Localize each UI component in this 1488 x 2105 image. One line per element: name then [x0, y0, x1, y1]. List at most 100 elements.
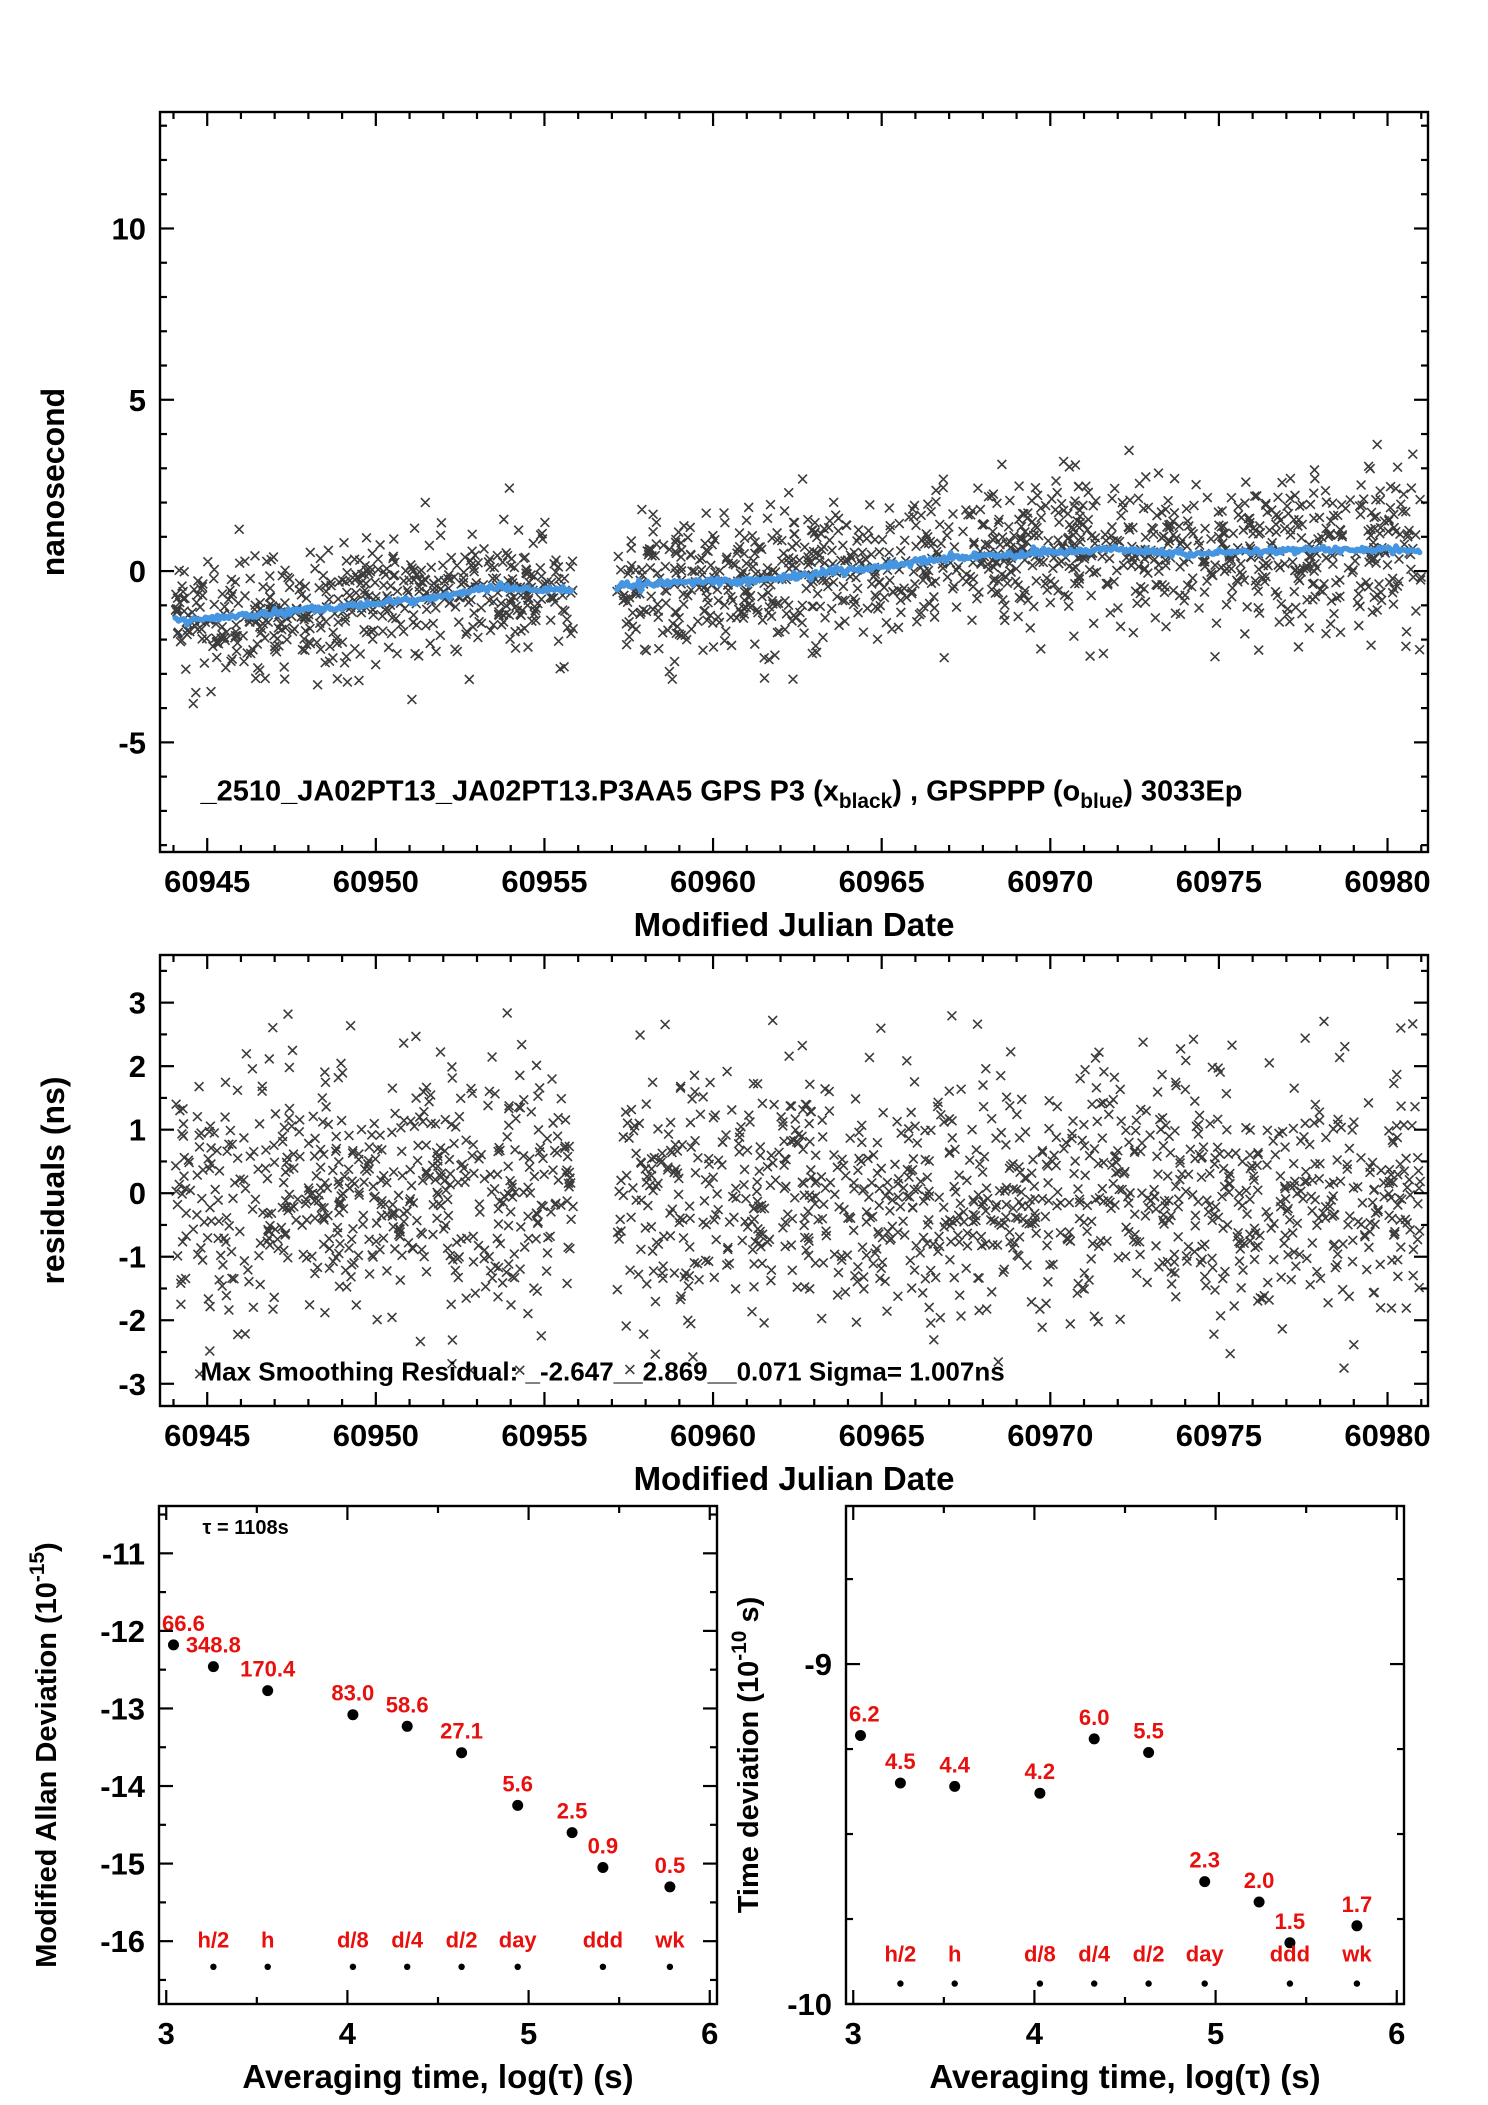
- tau-marker-dot: [1145, 1980, 1152, 1987]
- axes-frame-A: [158, 110, 1430, 854]
- tau-marker-dot: [1201, 1980, 1208, 1987]
- y-tick-label: -9: [804, 1647, 832, 1682]
- point-value-label: 5.6: [502, 1771, 533, 1796]
- x-axis-title-C: Averaging time, log(τ) (s): [242, 2058, 633, 2095]
- tau-marker-label: wk: [654, 1927, 685, 1952]
- x-tick-label: 60980: [1344, 864, 1430, 899]
- tau-marker-label: d/8: [337, 1927, 369, 1952]
- panel-A: 60945 60950 60955 60960 60965 60970 60975 60980…: [35, 110, 1431, 943]
- data-point-C-8: [597, 1862, 609, 1873]
- data-point-D-1: [894, 1777, 906, 1789]
- y-tick-label: -2: [118, 1303, 146, 1338]
- y-tick-label: -11: [102, 1536, 145, 1571]
- x-tick-label: 60975: [1176, 1418, 1262, 1453]
- point-value-label: 2.3: [1189, 1848, 1220, 1873]
- y-tick-label: 0: [129, 1176, 146, 1211]
- y-tick-label: 3: [129, 986, 146, 1021]
- x-tick-label: 6: [1388, 2016, 1405, 2051]
- data-point-C-7: [566, 1827, 578, 1839]
- point-value-label: 5.5: [1133, 1718, 1164, 1743]
- x-tick-label: 3: [158, 2016, 175, 2051]
- x-tick-label: 3: [845, 2016, 862, 2051]
- gpsppp-line: [172, 543, 1423, 628]
- annotation-C: τ = 1108s: [202, 1517, 288, 1539]
- data-point-D-9: [1351, 1920, 1363, 1932]
- y-tick-label: -16: [100, 1924, 145, 1959]
- data-point-D-0: [855, 1730, 866, 1741]
- tau-marker-dot: [404, 1963, 411, 1971]
- point-value-label: 58.6: [386, 1692, 429, 1717]
- tau-marker-dot: [1286, 1980, 1294, 1987]
- point-value-label: 0.5: [655, 1853, 686, 1878]
- tau-marker-dot: [349, 1963, 357, 1971]
- y-tick-label: 2: [129, 1049, 146, 1084]
- x-tick-label: 60950: [333, 864, 419, 899]
- y-axis-title-A: nanosecond: [35, 388, 71, 576]
- y-tick-label: 10: [112, 211, 146, 246]
- x-tick-label: 4: [1026, 2016, 1044, 2051]
- tau-marker-dot: [210, 1963, 217, 1971]
- data-point-D-6: [1199, 1876, 1211, 1888]
- point-value-label: 1.7: [1342, 1892, 1373, 1917]
- y-tick-label: 5: [129, 383, 146, 418]
- tau-marker-dot: [1091, 1980, 1098, 1987]
- panel-B: 60945 60950 60955 60960 60965 60970 60975 60980…: [35, 953, 1431, 1497]
- y-tick-label: -3: [118, 1367, 146, 1402]
- y-axis-title-C: Modified Allan Deviation (10-15): [26, 1542, 63, 1967]
- tau-marker-label: ddd: [1270, 1942, 1310, 1967]
- data-point-D-8: [1284, 1937, 1296, 1949]
- data-point-D-5: [1143, 1747, 1155, 1758]
- tau-marker-label: d/2: [1133, 1942, 1165, 1967]
- data-point-C-4: [401, 1720, 413, 1732]
- residuals-scatter: [170, 1008, 1426, 1379]
- x-tick-label: 60975: [1176, 864, 1262, 899]
- y-tick-label: -5: [118, 725, 146, 760]
- data-point-D-7: [1253, 1896, 1265, 1908]
- x-tick-label: 60955: [501, 1418, 587, 1453]
- axes-frame-B: [158, 953, 1430, 1408]
- tau-marker-dot: [1353, 1980, 1361, 1987]
- tau-marker-label: d/2: [446, 1927, 478, 1952]
- y-tick-label: -12: [100, 1614, 145, 1649]
- x-tick-label: 6: [701, 2016, 718, 2051]
- data-point-C-1: [207, 1661, 219, 1673]
- x-tick-label: 60970: [1007, 864, 1093, 899]
- point-value-label: 83.0: [331, 1681, 374, 1706]
- data-point-C-9: [664, 1881, 676, 1893]
- tau-marker-dot: [264, 1963, 271, 1971]
- y-axis-title-D: Time deviation (10-10 s): [728, 1597, 765, 1914]
- y-tick-label: -15: [100, 1847, 145, 1882]
- data-point-D-2: [949, 1780, 961, 1792]
- point-value-label: 4.5: [885, 1749, 916, 1774]
- point-value-label: 348.8: [186, 1633, 241, 1658]
- x-tick-label: 60980: [1344, 1418, 1430, 1453]
- point-value-label: 27.1: [440, 1719, 483, 1744]
- data-point-C-5: [456, 1747, 468, 1759]
- data-point-C-0: [168, 1639, 179, 1651]
- x-tick-label: 60945: [164, 1418, 250, 1453]
- axes-frame-C: [157, 1504, 719, 2006]
- tau-marker-label: ddd: [583, 1927, 623, 1952]
- tau-marker-label: day: [1186, 1942, 1225, 1967]
- tau-marker-label: d/4: [1078, 1942, 1111, 1967]
- x-tick-label: 60965: [839, 1418, 925, 1453]
- tau-marker-dot: [514, 1963, 521, 1971]
- x-tick-label: 4: [339, 2016, 357, 2051]
- x-axis-title-A: Modified Julian Date: [634, 906, 955, 943]
- tau-marker-label: wk: [1341, 1942, 1372, 1967]
- x-tick-label: 60965: [839, 864, 925, 899]
- x-tick-label: 60945: [164, 864, 250, 899]
- point-value-label: 1.5: [1275, 1909, 1306, 1934]
- tau-marker-dot: [897, 1980, 904, 1987]
- y-tick-label: 0: [129, 554, 146, 589]
- x-tick-label: 60960: [670, 1418, 756, 1453]
- point-value-label: 2.5: [557, 1799, 588, 1824]
- point-value-label: 170.4: [240, 1657, 296, 1682]
- tau-marker-label: h/2: [884, 1942, 916, 1967]
- panel-D: 6.24.5 4.4 4.2 6.0 5.5 2.3 2.01.5 1.7 h/2 h d/8 d/4…: [728, 1504, 1405, 2095]
- plot-area-B: [170, 1008, 1426, 1379]
- data-point-D-3: [1034, 1787, 1046, 1799]
